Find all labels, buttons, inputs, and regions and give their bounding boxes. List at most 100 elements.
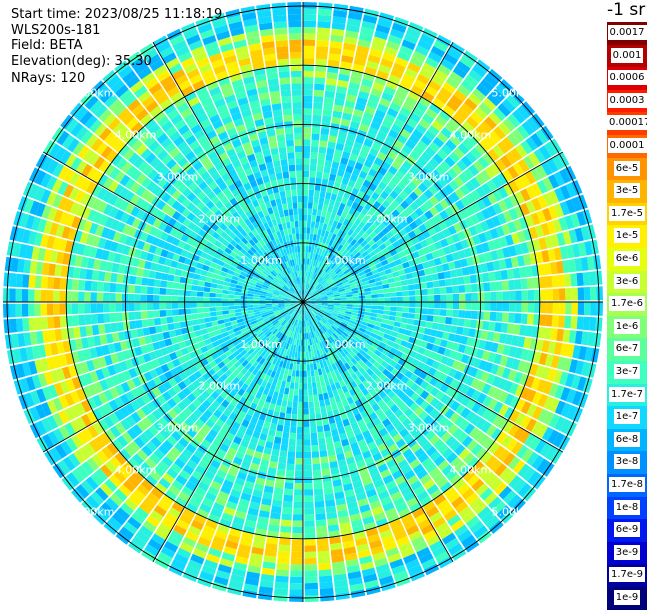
range-gate (340, 300, 346, 302)
range-gate (141, 278, 148, 286)
range-gate (72, 315, 79, 326)
range-gate (308, 395, 313, 402)
range-gate (203, 303, 209, 308)
range-gate (316, 381, 321, 388)
range-gate (310, 234, 314, 241)
range-gate (310, 227, 314, 234)
range-gate (325, 91, 335, 98)
range-gate (141, 303, 147, 311)
range-gate (490, 312, 497, 321)
range-gate (503, 302, 509, 312)
range-gate (269, 518, 280, 526)
range-gate (278, 551, 290, 558)
range-gate (288, 369, 292, 376)
range-gate (276, 569, 289, 576)
range-gate (371, 309, 378, 313)
range-gate (317, 27, 330, 34)
range-gate (234, 299, 240, 302)
range-gate (489, 282, 496, 291)
range-gate (309, 190, 315, 197)
range-gate (304, 527, 315, 534)
range-gate (305, 570, 318, 577)
range-gate (303, 96, 313, 102)
range-gate (287, 375, 292, 382)
range-gate (103, 313, 110, 323)
range-gate (376, 285, 383, 290)
range-gate (319, 569, 332, 576)
range-gate (272, 500, 282, 507)
range-gate (290, 426, 296, 433)
range-gate (496, 292, 503, 301)
range-gate (323, 172, 330, 179)
range-gate (292, 527, 303, 533)
range-gate (390, 311, 397, 316)
range-gate (388, 278, 395, 284)
range-gate (310, 165, 317, 172)
range-gate (434, 309, 441, 316)
range-gate (313, 395, 318, 402)
range-gate (320, 450, 328, 457)
range-gate (453, 302, 459, 309)
range-gate (279, 538, 291, 545)
range-gate (204, 317, 211, 323)
range-gate (465, 302, 471, 310)
range-gate (313, 102, 323, 109)
range-gate (322, 179, 329, 186)
range-gate (372, 298, 378, 302)
range-gate (303, 158, 310, 164)
range-gate (565, 302, 572, 314)
range-gate (117, 274, 124, 283)
range-gate (273, 594, 287, 601)
range-gate (284, 489, 293, 496)
range-gate (571, 302, 578, 315)
range-gate (304, 545, 316, 552)
range-gate (217, 284, 224, 289)
range-gate (259, 302, 265, 304)
range-gate (278, 463, 286, 470)
range-gate (320, 134, 328, 141)
range-gate (324, 198, 330, 205)
range-gate (85, 314, 92, 324)
range-gate (352, 307, 359, 310)
range-gate (191, 285, 198, 291)
range-gate (275, 405, 281, 412)
range-gate (316, 40, 328, 47)
range-gate (197, 303, 203, 308)
range-gate (305, 558, 317, 565)
range-gate (303, 165, 309, 171)
range-gate (304, 495, 313, 502)
range-gate (203, 307, 210, 312)
range-gate (496, 312, 503, 322)
range-gate (293, 402, 298, 409)
range-gate (291, 420, 297, 427)
range-gate (78, 315, 85, 326)
range-gate (273, 443, 281, 450)
range-gate (447, 294, 453, 301)
range-gate (384, 302, 390, 306)
range-gate (91, 292, 97, 302)
range-gate (303, 171, 309, 177)
range-gate (280, 444, 288, 451)
range-gate (193, 274, 200, 280)
range-gate (172, 303, 178, 309)
range-gate (539, 314, 546, 326)
range-gate (471, 311, 478, 319)
range-gate (316, 52, 328, 59)
range-gate (205, 277, 212, 283)
range-gate (497, 302, 503, 311)
range-gate (382, 284, 389, 289)
range-gate (72, 279, 79, 290)
range-gate (311, 445, 318, 452)
range-gate (191, 303, 197, 308)
range-gate (289, 389, 294, 396)
range-gate (559, 302, 566, 314)
range-gate (322, 387, 328, 394)
range-gate (314, 482, 323, 489)
range-gate (149, 326, 156, 334)
range-gate (389, 287, 396, 292)
range-gate (317, 159, 324, 166)
range-gate (203, 292, 210, 297)
range-gate (311, 140, 319, 147)
range-gate (316, 46, 328, 53)
range-gate (3, 304, 10, 318)
